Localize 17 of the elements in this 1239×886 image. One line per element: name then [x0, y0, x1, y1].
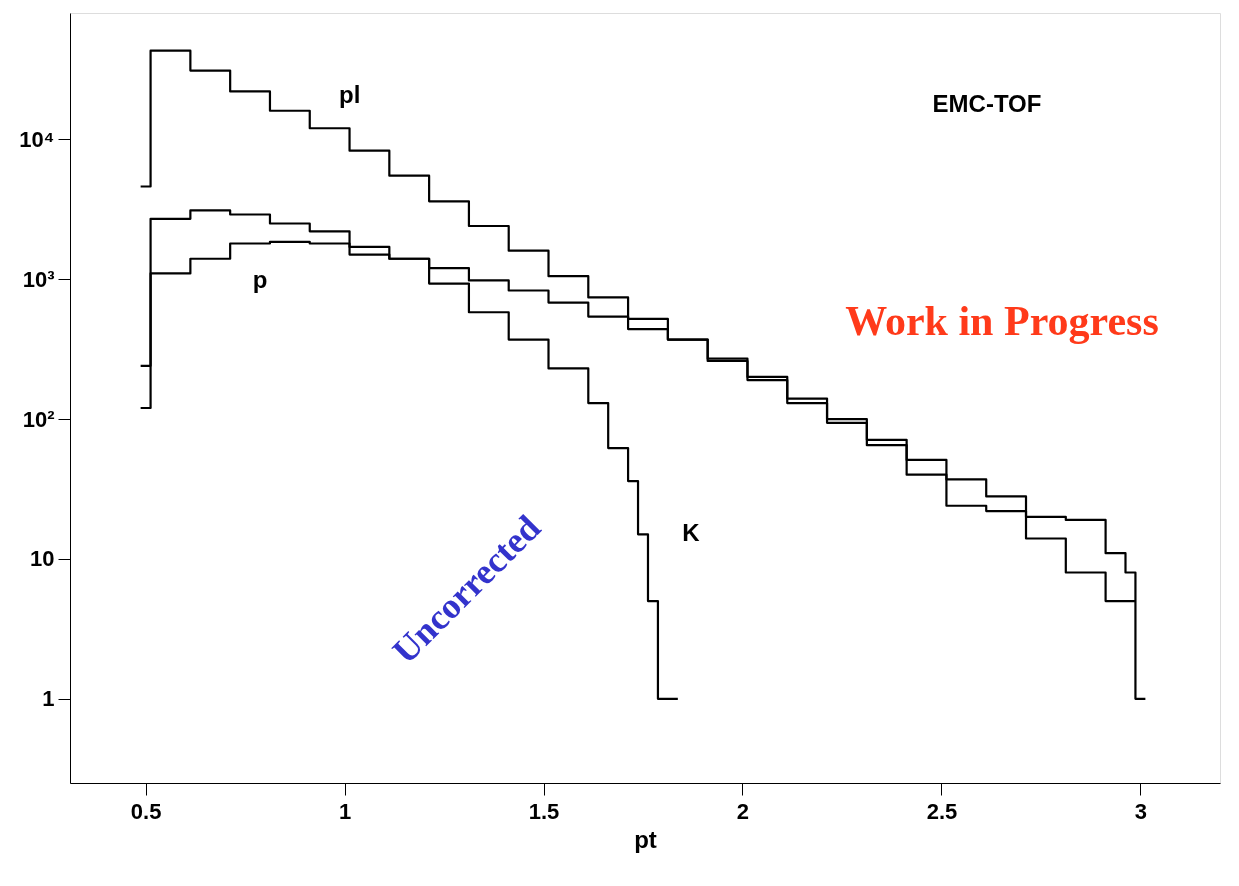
x-tick-label: 1	[338, 798, 352, 824]
x-tick-label: 3	[1134, 798, 1148, 824]
x-axis-title: pt	[634, 825, 657, 853]
series-label: K	[682, 519, 701, 547]
y-tick-label: 1	[42, 686, 55, 712]
annotation: EMC-TOF	[932, 90, 1042, 117]
series-label: p	[252, 266, 268, 294]
y-tick-label: 10³	[22, 266, 55, 292]
x-tick-label: 2	[736, 798, 750, 824]
y-tick-label: 10	[30, 546, 55, 572]
x-tick-label: 2.5	[926, 798, 958, 824]
annotation: Work in Progress	[845, 298, 1159, 344]
y-tick-label: 10²	[22, 406, 55, 432]
series-label: pl	[338, 81, 361, 109]
x-tick-label: 0.5	[130, 798, 162, 824]
y-tick-label: 10⁴	[19, 126, 55, 152]
x-tick-label: 1.5	[528, 798, 560, 824]
